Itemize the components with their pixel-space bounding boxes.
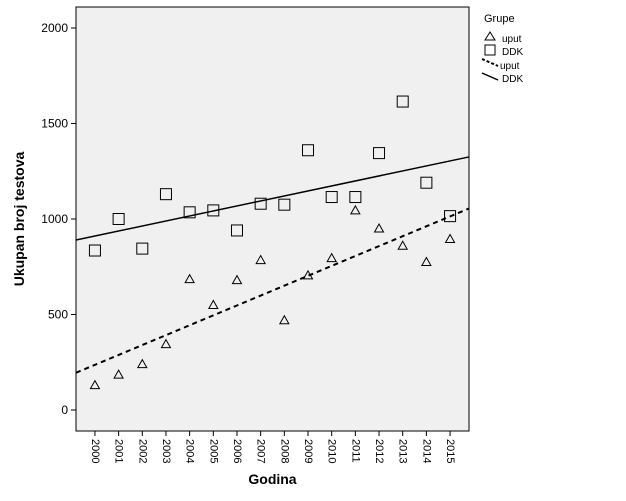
legend-label-fit-uput: uput [500, 61, 520, 72]
point-uput [373, 223, 385, 233]
legend-dashed-line [481, 58, 499, 67]
point-uput [184, 273, 195, 284]
legend-label-uput: uput [502, 34, 522, 45]
point-uput [113, 369, 124, 379]
y-tick-label: 500 [48, 307, 68, 321]
x-tick-label: 2002 [136, 439, 148, 463]
point-ddk [183, 206, 196, 219]
point-uput [397, 240, 409, 250]
x-tick-label: 2013 [397, 439, 409, 463]
point-uput [207, 299, 219, 309]
point-ddk [349, 191, 362, 204]
point-uput [302, 269, 314, 280]
x-tick-label: 2011 [349, 439, 361, 463]
data-points [88, 95, 457, 390]
x-tick-label: 2012 [373, 439, 385, 463]
point-uput [160, 338, 172, 349]
point-ddk [325, 191, 338, 204]
legend: Grupe uput DDK uput DDK [481, 13, 523, 85]
legend-square-marker [484, 44, 496, 56]
point-uput [278, 314, 290, 325]
point-ddk [88, 244, 101, 257]
y-tick-label: 1500 [41, 117, 68, 131]
point-ddk [373, 147, 386, 160]
point-ddk [136, 242, 149, 255]
plot-area [75, 6, 470, 432]
point-ddk [278, 198, 291, 211]
point-uput [350, 204, 361, 215]
y-axis: 0 500 1000 1500 2000 [41, 21, 76, 417]
point-uput [444, 233, 456, 244]
point-ddk [112, 213, 125, 225]
point-ddk [230, 224, 243, 237]
x-tick-label: 2003 [160, 439, 172, 463]
legend-triangle-marker [484, 31, 496, 41]
y-axis-title: Ukupan broj testova [11, 152, 27, 287]
legend-title: Grupe [484, 13, 515, 25]
x-axis-title: Godina [248, 471, 296, 487]
x-tick-label: 2006 [231, 439, 243, 463]
point-uput [255, 254, 267, 265]
point-ddk [420, 176, 433, 189]
y-tick-label: 1000 [41, 212, 68, 226]
point-uput [326, 252, 338, 263]
x-tick-label: 2004 [184, 439, 196, 463]
point-uput [136, 358, 148, 369]
legend-label-fit-ddk: DDK [502, 74, 523, 85]
point-ddk [302, 144, 315, 157]
point-ddk [254, 197, 267, 210]
legend-label-ddk: DDK [502, 47, 523, 58]
x-tick-label: 2015 [444, 439, 456, 463]
x-tick-label: 2008 [278, 439, 290, 463]
fit-line-uput [75, 207, 470, 374]
x-tick-label: 2010 [326, 439, 338, 463]
point-uput [89, 379, 101, 390]
x-tick-label: 2009 [302, 439, 314, 463]
x-tick-label: 2014 [420, 439, 432, 463]
x-axis: 2000 2001 2002 2003 2004 2005 2006 2007 2008 2009… [89, 431, 456, 463]
point-ddk [444, 210, 457, 223]
fit-line-ddk [75, 156, 470, 241]
fit-lines [75, 156, 470, 374]
legend-solid-line [481, 72, 499, 81]
y-tick-label: 0 [61, 403, 68, 417]
x-tick-label: 2005 [207, 439, 219, 463]
y-tick-label: 2000 [41, 21, 68, 35]
point-uput [231, 274, 243, 285]
x-tick-label: 2007 [255, 439, 267, 463]
x-tick-label: 2001 [113, 439, 125, 463]
point-ddk [207, 204, 220, 217]
point-ddk [159, 188, 172, 201]
x-tick-label: 2000 [89, 439, 101, 463]
point-uput [421, 256, 432, 266]
point-ddk [396, 95, 409, 108]
